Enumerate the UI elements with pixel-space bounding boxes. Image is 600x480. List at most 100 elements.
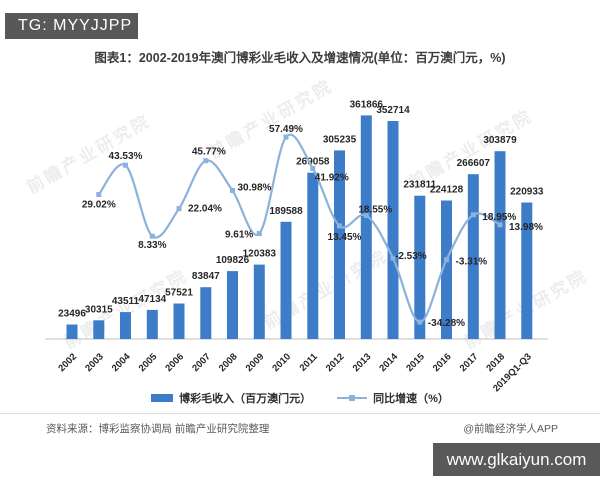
legend-label-growth: 同比增速（%） [373,393,449,405]
x-tick-2005: 2005 [137,351,160,374]
growth-marker-2011 [310,166,316,171]
bar-2003 [93,320,105,339]
x-tick-2017: 2017 [458,351,481,374]
x-tick-2004: 2004 [110,351,133,374]
credit-watermark: @前瞻经济学人APP [463,423,558,435]
growth-marker-2018 [497,222,503,228]
x-tick-2016: 2016 [431,351,454,374]
bar-2007 [200,287,212,339]
growth-marker-2009 [256,231,262,237]
x-tick-2015: 2015 [404,351,427,374]
footer-row: 资料来源：博彩监察协调局 前瞻产业研究院整理 @前瞻经济学人APP [46,421,558,436]
growth-marker-2016 [444,257,449,263]
footer-divider [0,413,600,414]
bar-2006 [173,303,185,339]
bar-2013 [360,115,372,340]
growth-marker-2008 [230,188,235,193]
telegram-badge: TG: MYYJJPP [5,13,138,39]
bar-2008 [227,271,238,339]
x-tick-2018: 2018 [484,351,507,374]
growth-marker-2005 [149,233,155,239]
bar-value-label-2014: 352714 [376,105,410,116]
bar-series-swatch [151,394,174,402]
site-badge: www.glkaiyun.com [433,443,600,476]
growth-marker-2004 [123,162,128,168]
growth-marker-2014 [390,255,396,261]
x-tick-2011: 2011 [298,351,321,374]
bar-value-label-2004: 43511 [112,296,140,307]
growth-label-2004: 43.53% [109,151,143,162]
bar-value-label-2007: 83847 [192,271,220,282]
growth-marker-2003 [96,192,102,197]
bar-value-label-2016: 224128 [430,185,464,196]
bar-2019Q1-Q3 [521,202,533,339]
bar-2010 [280,221,292,339]
growth-marker-2007 [203,158,209,164]
growth-marker-2010 [283,134,289,140]
bar-2018 [494,151,506,339]
growth-marker-2015 [417,319,423,325]
bar-value-label-2015: 231811 [403,180,436,191]
bar-2015 [414,195,426,339]
x-tick-2008: 2008 [217,351,240,374]
bar-value-label-2006: 57521 [165,288,193,299]
x-tick-2003: 2003 [83,351,106,374]
bar-value-label-2019Q1-Q3: 220933 [510,187,544,198]
legend-item-growth: 同比增速（%） [337,390,449,406]
growth-marker-2017 [470,212,476,218]
bar-2005 [146,309,158,339]
bar-2016 [441,200,452,339]
growth-label-2015: -34.28% [428,318,465,329]
x-tick-2010: 2010 [270,351,293,374]
growth-line [97,133,501,324]
growth-label-2008: 30.98% [238,183,272,194]
bar-2009 [253,264,265,339]
bar-2011 [307,172,319,339]
legend-label-revenue: 博彩毛收入（百万澳门元） [179,393,312,405]
x-tick-2009: 2009 [244,351,267,374]
growth-label-2014: -2.53% [395,251,427,262]
x-tick-2006: 2006 [163,351,186,374]
bar-2012 [334,150,345,339]
line-series-swatch [337,393,368,403]
bar-value-label-2017: 266607 [457,158,491,169]
bar-2014 [387,121,399,339]
bar-value-label-2012: 305235 [323,134,357,145]
x-tick-2002: 2002 [56,351,79,374]
growth-label-2018: 13.98% [509,222,543,233]
x-tick-2007: 2007 [190,351,213,374]
growth-label-2011: 41.92% [315,173,349,184]
legend-item-revenue: 博彩毛收入（百万澳门元） [151,390,311,406]
bar-2002 [66,324,78,339]
growth-marker-2006 [176,206,182,212]
growth-label-2016: -3.31% [456,257,488,268]
source-note: 资料来源：博彩监察协调局 前瞻产业研究院整理 [46,423,270,435]
growth-label-2005: 8.33% [138,240,166,251]
growth-label-2012: 13.45% [328,232,362,243]
bar-2017 [467,174,479,339]
growth-marker-2013 [363,213,369,219]
x-tick-2012: 2012 [324,351,347,374]
chart-legend: 博彩毛收入（百万澳门元） 同比增速（%） [0,390,600,406]
bar-2004 [120,312,131,339]
bar-value-label-2010: 189588 [269,206,303,217]
bar-value-label-2011: 269058 [296,157,330,168]
growth-label-2010: 57.49% [269,124,303,135]
bar-value-label-2003: 30315 [85,304,113,315]
bar-value-label-2008: 109826 [216,255,250,266]
growth-label-2007: 45.77% [192,147,226,158]
bar-value-label-2009: 120383 [243,249,277,260]
bar-value-label-2005: 47134 [138,294,166,305]
bar-value-label-2018: 303879 [483,135,517,146]
growth-marker-2012 [337,223,342,229]
bar-value-label-2013: 361866 [350,99,384,110]
growth-label-2003: 29.02% [82,200,116,211]
chart-title: 图表1：2002-2019年澳门博彩业毛收入及增速情况(单位：百万澳门元，%) [94,51,506,65]
x-tick-2014: 2014 [377,351,400,374]
growth-label-2013: 18.55% [358,205,392,216]
growth-label-2009: 9.61% [225,230,253,241]
growth-label-2006: 22.04% [188,204,222,215]
growth-label-2017: 18.95% [482,212,516,223]
bar-value-label-2002: 23496 [58,309,86,320]
